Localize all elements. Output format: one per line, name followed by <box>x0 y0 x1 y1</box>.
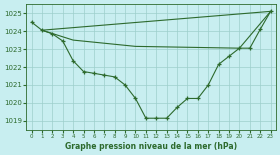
X-axis label: Graphe pression niveau de la mer (hPa): Graphe pression niveau de la mer (hPa) <box>65 142 237 151</box>
